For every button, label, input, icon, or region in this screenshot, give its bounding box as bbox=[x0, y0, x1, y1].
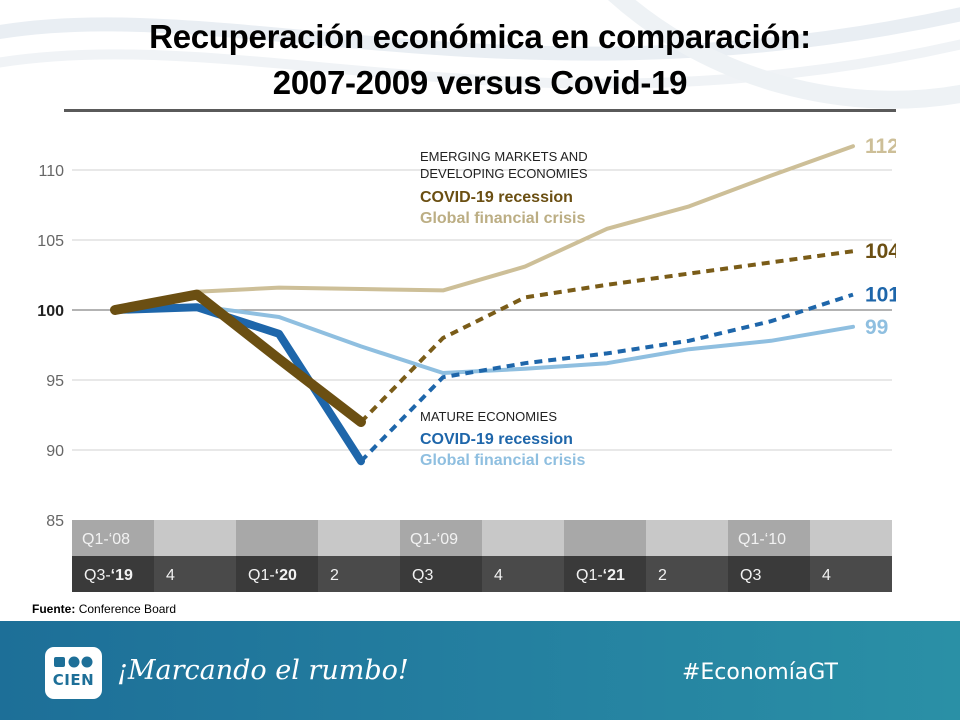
bottom-axis-label: 4 bbox=[494, 567, 503, 584]
legend-heading: DEVELOPING ECONOMIES bbox=[420, 166, 588, 181]
y-tick-label: 100 bbox=[37, 303, 64, 320]
chart-panel bbox=[20, 130, 896, 595]
y-tick-label: 85 bbox=[46, 513, 64, 530]
bottom-axis-label: Q3 bbox=[740, 567, 761, 584]
bottom-axis-cell bbox=[318, 556, 400, 592]
footer-bar bbox=[0, 621, 960, 720]
bottom-axis-label: Q1-‘21 bbox=[576, 567, 625, 584]
top-axis-cell bbox=[482, 520, 564, 556]
bottom-axis-label: Q1-‘20 bbox=[248, 567, 297, 584]
top-axis-cell bbox=[728, 520, 810, 556]
bottom-axis-cell bbox=[728, 556, 810, 592]
bottom-axis-cell bbox=[72, 556, 154, 592]
series-forecast-line bbox=[359, 249, 854, 424]
source-note: Fuente: Conference Board bbox=[32, 602, 176, 616]
bottom-axis-label: 2 bbox=[330, 567, 339, 584]
title-divider bbox=[64, 109, 896, 112]
source-text: Conference Board bbox=[78, 602, 177, 616]
bottom-axis-label: Q3-‘19 bbox=[84, 567, 133, 584]
bottom-axis-cell bbox=[236, 556, 318, 592]
top-axis-cell bbox=[154, 520, 236, 556]
bottom-axis-label: 4 bbox=[166, 567, 175, 584]
top-axis-cell bbox=[236, 520, 318, 556]
legend-heading: EMERGING MARKETS AND bbox=[420, 149, 588, 164]
top-axis-label: Q1-‘10 bbox=[738, 531, 786, 548]
top-axis-cell bbox=[72, 520, 154, 556]
bottom-axis-cell bbox=[482, 556, 564, 592]
economic-recovery-chart: 85 90 95 100 105 110 Q1-‘08 Q1-‘09 Q1-‘10 Q3-‘19 4… bbox=[37, 135, 896, 592]
hashtag: #EconomíaGT bbox=[681, 660, 838, 685]
logo-text: CIEN bbox=[52, 671, 95, 689]
y-tick-label: 95 bbox=[46, 373, 64, 390]
legend-heading: MATURE ECONOMIES bbox=[420, 409, 557, 424]
top-axis-cell bbox=[646, 520, 728, 556]
source-label: Fuente: bbox=[32, 602, 76, 616]
top-axis-cell bbox=[564, 520, 646, 556]
slogan: ¡Marcando el rumbo! bbox=[117, 655, 409, 686]
bottom-axis-cell bbox=[400, 556, 482, 592]
bottom-axis-cell bbox=[154, 556, 236, 592]
legend-covid-mature: COVID-19 recession bbox=[420, 431, 573, 448]
series-forecast-line bbox=[359, 292, 854, 463]
series-end-label: 99 bbox=[865, 316, 888, 339]
title-line-2: 2007-2009 versus Covid-19 bbox=[272, 64, 688, 101]
bottom-axis-label: 2 bbox=[658, 567, 667, 584]
legend-covid-emerging: COVID-19 recession bbox=[420, 189, 573, 206]
logo-mark-icon bbox=[54, 656, 93, 668]
series-end-label: 112 bbox=[865, 135, 896, 158]
series-end-label: 101 bbox=[865, 284, 896, 307]
cien-logo[interactable]: CIEN bbox=[45, 647, 102, 699]
y-tick-label: 90 bbox=[46, 443, 64, 460]
bottom-axis-label: Q3 bbox=[412, 567, 433, 584]
series-actual-line bbox=[110, 289, 366, 427]
bottom-axis-cell bbox=[564, 556, 646, 592]
series-end-label: 104 bbox=[865, 240, 896, 263]
y-tick-label: 110 bbox=[38, 163, 64, 180]
top-axis-cell bbox=[810, 520, 892, 556]
bottom-axis-label: 4 bbox=[822, 567, 831, 584]
top-axis-label: Q1-‘09 bbox=[410, 531, 458, 548]
bottom-axis-cell bbox=[646, 556, 728, 592]
background-swirl bbox=[0, 0, 960, 109]
top-axis-cell bbox=[318, 520, 400, 556]
legend-gfc-mature: Global financial crisis bbox=[420, 452, 585, 469]
series-line bbox=[113, 144, 855, 312]
bottom-axis-cell bbox=[810, 556, 892, 592]
page-title: Recuperación económica en comparación: 2… bbox=[0, 14, 960, 106]
legend-gfc-emerging: Global financial crisis bbox=[420, 210, 585, 227]
top-axis-cell bbox=[400, 520, 482, 556]
title-line-1: Recuperación económica en comparación: bbox=[149, 18, 811, 55]
top-axis-label: Q1-‘08 bbox=[82, 531, 130, 548]
y-tick-label: 105 bbox=[37, 233, 64, 250]
